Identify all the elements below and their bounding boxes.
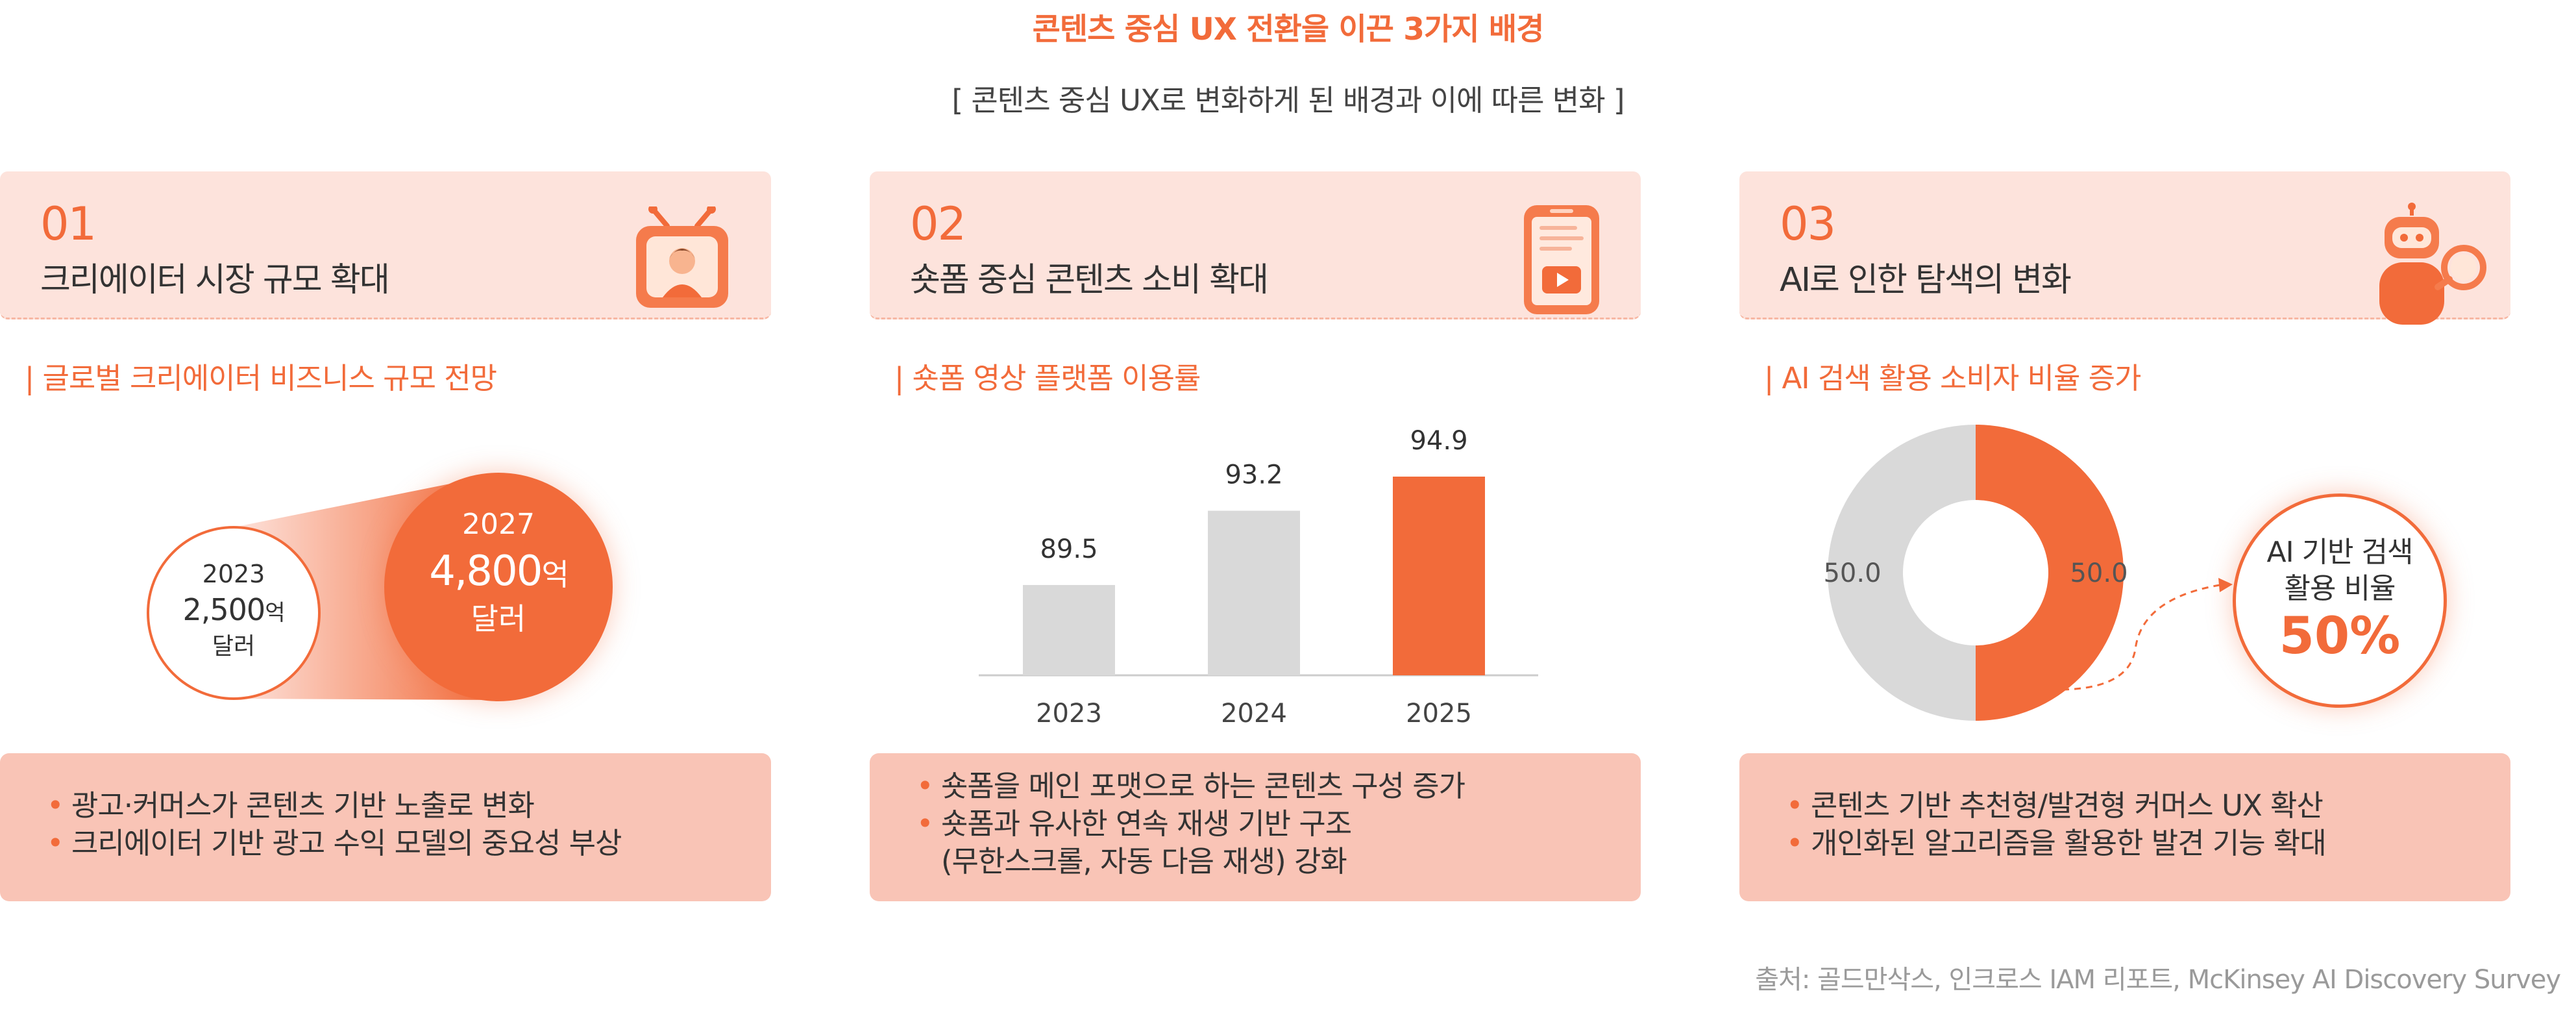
bubble-2023-value: 2,500 xyxy=(182,592,266,627)
panel-3-footer: • 콘텐츠 기반 추천형/발견형 커머스 UX 확산 • 개인화된 알고리즘을 활용… xyxy=(1739,753,2510,901)
donut-slice-0 xyxy=(1828,425,1976,721)
bubble-2027-unit: 억 xyxy=(541,557,569,592)
donut-slice-label: 50.0 xyxy=(2070,558,2128,588)
panel-2-bullet: • 숏폼을 메인 포맷으로 하는 콘텐츠 구성 증가 xyxy=(915,768,1466,805)
bullet-text: 크리에이터 기반 광고 수익 모델의 중요성 부상 xyxy=(71,826,622,860)
panel-2-bullet-continued: (무한스크롤, 자동 다음 재생) 강화 xyxy=(915,843,1465,880)
bullet-dot: • xyxy=(47,788,64,823)
page-subtitle: [ 콘텐츠 중심 UX로 변화하게 된 배경과 이에 따른 변화 ] xyxy=(951,83,1625,118)
panel-3-title: AI로 인한 탐색의 변화 xyxy=(1780,261,2072,299)
x-tick-label: 2024 xyxy=(1221,699,1287,729)
panel-2-header: 02 숏폼 중심 콘텐츠 소비 확대 xyxy=(870,171,1641,319)
panel-1-section-label: | 글로벌 크리에이터 비즈니스 규모 전망 xyxy=(25,361,497,395)
bubble-2023-year: 2023 xyxy=(202,560,265,588)
bullet-text: 광고·커머스가 콘텐츠 기반 노출로 변화 xyxy=(71,788,535,823)
bar-value-label: 94.9 xyxy=(1410,426,1467,456)
ai-callout-line1: AI 기반 검색 xyxy=(2266,536,2414,569)
panel-3-header: 03 AI로 인한 탐색의 변화 xyxy=(1739,171,2510,325)
donut-chart: 50.0 50.0 xyxy=(1823,425,2233,721)
bullet-text: (무한스크롤, 자동 다음 재생) 강화 xyxy=(941,844,1347,879)
bullet-dot: • xyxy=(1786,826,1804,860)
bullet-dot: • xyxy=(916,769,934,803)
panel-2-section-label: | 숏폼 영상 플랫폼 이용률 xyxy=(894,361,1201,395)
page-title: 콘텐츠 중심 UX 전환을 이끈 3가지 배경 xyxy=(1032,12,1545,47)
bar-2024 xyxy=(1208,510,1300,675)
panel-1-bullet: • 광고·커머스가 콘텐츠 기반 노출로 변화 xyxy=(45,787,621,825)
bar-value-label: 89.5 xyxy=(1040,534,1098,564)
callout-arrowhead xyxy=(2218,578,2233,592)
bar-chart: 89.5 2023 93.2 2024 94.9 2025 xyxy=(979,426,1538,729)
bar-value-label: 93.2 xyxy=(1225,460,1282,490)
panel-1-header: 01 크리에이터 시장 규모 확대 xyxy=(0,171,771,319)
phone-video-icon xyxy=(1524,205,1599,314)
bubble-2023-currency: 달러 xyxy=(212,633,256,660)
panel-1-footer: • 광고·커머스가 콘텐츠 기반 노출로 변화 • 크리에이터 기반 광고 수익 모… xyxy=(0,753,771,901)
bubble-connector xyxy=(234,474,498,700)
bullet-dot: • xyxy=(47,826,64,860)
panel-2-number: 02 xyxy=(910,197,966,251)
ai-callout-bubble: AI 기반 검색 활용 비율 50% xyxy=(2233,493,2447,708)
x-tick-label: 2023 xyxy=(1036,699,1102,729)
bubble-2027-year: 2027 xyxy=(462,508,535,541)
panel-2-bullet: • 숏폼과 유사한 연속 재생 기반 구조 xyxy=(915,805,1465,843)
bubble-2027-value: 4,800 xyxy=(429,547,543,595)
bar-2023 xyxy=(1023,584,1115,675)
ai-callout-line2: 활용 비율 xyxy=(2284,572,2396,605)
donut-slice-label: 50.0 xyxy=(1823,558,1881,588)
bar-2025 xyxy=(1393,477,1485,675)
bullet-dot: • xyxy=(1786,788,1804,823)
panel-1-title: 크리에이터 시장 규모 확대 xyxy=(40,261,390,299)
bullet-text: 숏폼과 유사한 연속 재생 기반 구조 xyxy=(941,806,1352,841)
bubble-2023: 2023 2,500억 달러 xyxy=(147,526,321,700)
bubble-2027: 2027 4,800억 달러 xyxy=(384,473,613,701)
donut-slice-1 xyxy=(1976,425,2124,721)
bullet-dot: • xyxy=(916,806,934,841)
robot-search-icon xyxy=(2379,203,2486,325)
panel-3-number: 03 xyxy=(1780,197,1836,251)
bubble-2027-currency: 달러 xyxy=(471,601,526,636)
bullet-text: 숏폼을 메인 포맷으로 하는 콘텐츠 구성 증가 xyxy=(941,769,1466,803)
bubble-2023-unit: 억 xyxy=(265,600,285,626)
panel-1-bullet: • 크리에이터 기반 광고 수익 모델의 중요성 부상 xyxy=(45,825,622,862)
ai-callout-value: 50% xyxy=(2279,607,2401,666)
bullet-text: 개인화된 알고리즘을 활용한 발견 기능 확대 xyxy=(1811,826,2327,860)
bullet-text: 콘텐츠 기반 추천형/발견형 커머스 UX 확산 xyxy=(1811,788,2324,823)
tv-creator-icon xyxy=(636,206,728,308)
panel-3-section-label: | AI 검색 활용 소비자 비율 증가 xyxy=(1764,361,2141,395)
x-tick-label: 2025 xyxy=(1406,699,1472,729)
panel-3-bullet: • 개인화된 알고리즘을 활용한 발견 기능 확대 xyxy=(1785,825,2327,862)
panel-2-footer: • 숏폼을 메인 포맷으로 하는 콘텐츠 구성 증가 • 숏폼과 유사한 연속 재생… xyxy=(870,753,1641,901)
callout-arrow-line xyxy=(2062,583,2224,691)
panel-3-bullet: • 콘텐츠 기반 추천형/발견형 커머스 UX 확산 xyxy=(1785,787,2326,825)
panel-1-number: 01 xyxy=(40,197,97,251)
panel-2-title: 숏폼 중심 콘텐츠 소비 확대 xyxy=(910,261,1269,299)
source-note: 출처: 골드만삭스, 인크로스 IAM 리포트, McKinsey AI Dis… xyxy=(1755,965,2561,995)
